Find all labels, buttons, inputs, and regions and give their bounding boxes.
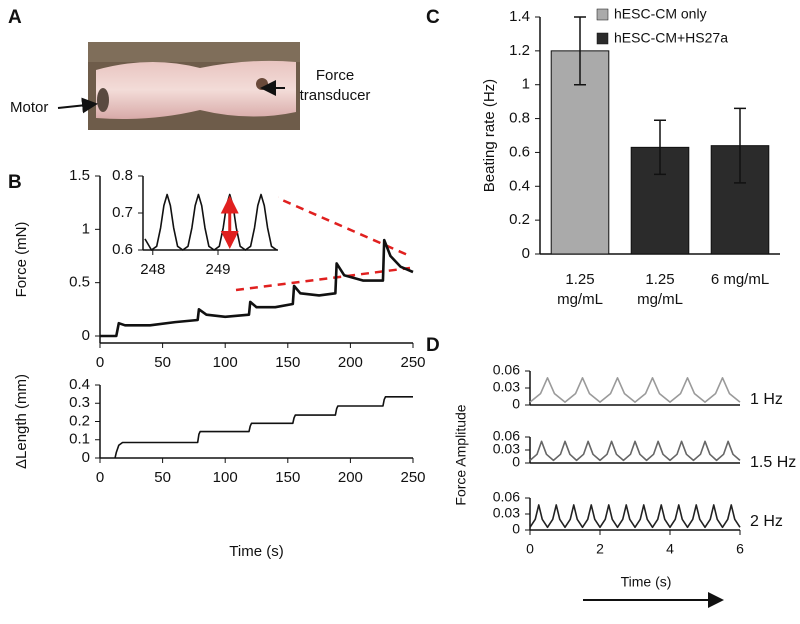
x-tick-label: 249 [205, 261, 230, 278]
x-tick-label: 1.25 mg/mL [557, 271, 603, 308]
legend-label: hESC-CM only [614, 6, 707, 22]
x-tick-label: 4 [666, 541, 674, 557]
y-axis-label: Beating rate (Hz) [481, 79, 498, 192]
line [144, 193, 278, 251]
x-axis-label: Time (s) [229, 543, 283, 560]
photo [88, 42, 300, 130]
x-tick-label: 150 [275, 354, 300, 371]
y-tick-label: 0.06 [493, 428, 520, 444]
annotation: 1 Hz [750, 391, 783, 408]
y-tick-label: 1 [522, 76, 530, 93]
inset-background [143, 172, 278, 254]
panel-label: B [8, 172, 22, 193]
legend-swatch [596, 32, 609, 45]
y-tick-label: 0.06 [493, 362, 520, 378]
line [529, 377, 741, 403]
y-tick-label: 1.5 [69, 167, 90, 184]
x-tick-label: 250 [400, 354, 425, 371]
x-axis-label: Time (s) [621, 574, 672, 590]
legend-swatch [596, 8, 609, 21]
x-tick-label: 0 [96, 354, 104, 371]
legend-label: hESC-CM+HS27a [614, 30, 728, 46]
y-tick-label: 0.2 [69, 412, 90, 429]
x-tick-label: 150 [275, 469, 300, 486]
y-axis-label: ΔLength (mm) [13, 374, 30, 469]
error-bar [654, 119, 666, 176]
x-tick-label: 6 [736, 541, 744, 557]
error-bar [734, 107, 746, 184]
y-tick-label: 0.03 [493, 505, 520, 521]
y-tick-label: 0.06 [493, 489, 520, 505]
panel-label: A [8, 7, 22, 28]
x-tick-label: 2 [596, 541, 604, 557]
y-tick-label: 0.7 [112, 204, 133, 221]
y-tick-label: 1.4 [509, 8, 530, 25]
line [529, 440, 741, 462]
arrow [57, 97, 98, 114]
line [100, 238, 414, 338]
y-tick-label: 0.2 [509, 211, 530, 228]
annotation: 1.5 Hz [750, 454, 796, 471]
force-transducer-label: Force transducer [299, 67, 371, 104]
y-tick-label: 0.4 [509, 177, 530, 194]
y-tick-label: 0 [82, 327, 90, 344]
x-tick-label: 250 [400, 469, 425, 486]
error-bar [574, 16, 586, 86]
y-tick-label: 0.8 [112, 167, 133, 184]
y-tick-label: 0 [512, 521, 520, 537]
x-tick-label: 6 mg/mL [710, 271, 770, 288]
x-tick-label: 1.25 mg/mL [637, 271, 683, 308]
y-axis-label: Force Amplitude [453, 404, 469, 505]
x-tick-label: 248 [140, 261, 165, 278]
y-tick-label: 0.3 [69, 394, 90, 411]
x-tick-label: 200 [338, 469, 363, 486]
y-tick-label: 0 [512, 396, 520, 412]
y-tick-label: 0 [512, 454, 520, 470]
line [529, 504, 741, 529]
y-tick-label: 0.8 [509, 110, 530, 127]
y-tick-label: 1 [82, 220, 90, 237]
x-tick-label: 0 [96, 469, 104, 486]
annotation: 2 Hz [750, 513, 783, 530]
panel-label: D [426, 335, 440, 356]
motor-label: Motor [10, 99, 48, 116]
y-tick-label: 0.03 [493, 441, 520, 457]
y-tick-label: 0.4 [69, 376, 90, 393]
x-tick-label: 50 [154, 354, 171, 371]
y-tick-label: 0 [522, 245, 530, 262]
x-tick-label: 0 [526, 541, 534, 557]
y-axis-label: Force (mN) [13, 222, 30, 298]
y-tick-label: 0.6 [112, 241, 133, 258]
x-tick-label: 100 [213, 469, 238, 486]
y-tick-label: 0.5 [69, 274, 90, 291]
x-tick-label: 100 [213, 354, 238, 371]
panel-label: C [426, 7, 440, 28]
zoom-line [235, 266, 411, 292]
y-tick-label: 0.03 [493, 379, 520, 395]
y-tick-label: 0.6 [509, 143, 530, 160]
y-tick-label: 0 [82, 449, 90, 466]
x-tick-label: 200 [338, 354, 363, 371]
y-tick-label: 1.2 [509, 42, 530, 59]
y-tick-label: 0.1 [69, 431, 90, 448]
line [114, 396, 413, 459]
x-tick-label: 50 [154, 469, 171, 486]
